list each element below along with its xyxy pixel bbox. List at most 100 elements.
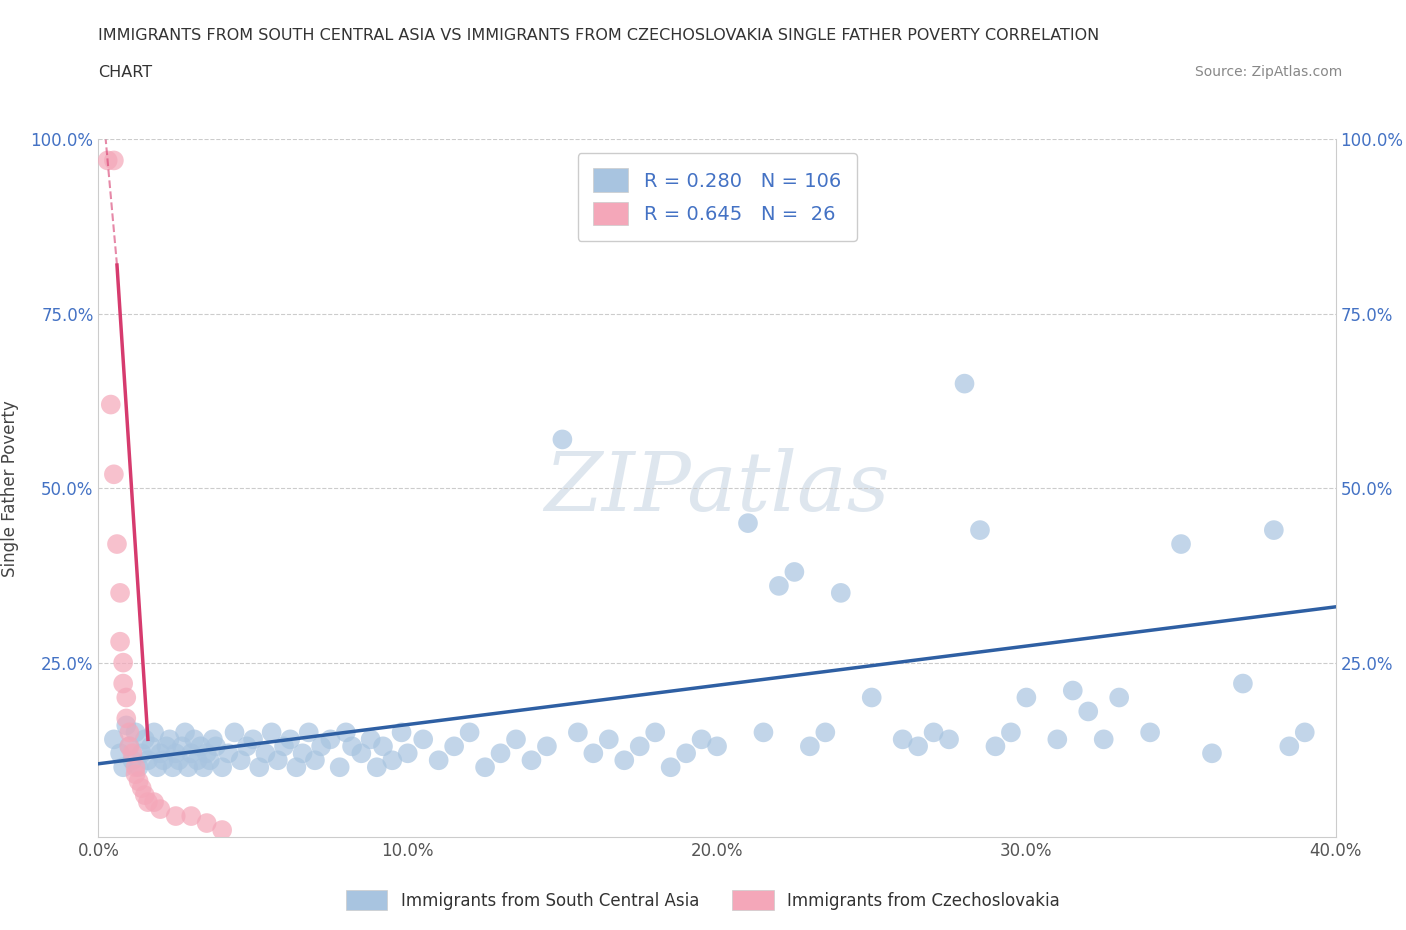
Point [412,732,434,747]
Point [205,738,228,753]
Point [149,802,172,817]
Point [103,732,125,747]
Point [1278,738,1301,753]
Point [134,788,156,803]
Point [1170,537,1192,551]
Point [458,725,481,740]
Point [1092,732,1115,747]
Point [907,738,929,753]
Point [118,738,141,753]
Point [118,738,141,753]
Point [103,153,125,168]
Point [830,586,852,601]
Point [291,746,314,761]
Point [391,725,413,740]
Point [224,725,246,740]
Point [969,523,991,538]
Point [124,760,146,775]
Point [613,753,636,768]
Point [505,732,527,747]
Point [298,725,321,740]
Point [598,732,620,747]
Point [396,746,419,761]
Point [217,746,239,761]
Point [350,746,373,761]
Point [198,753,221,768]
Point [247,760,270,775]
Point [582,746,605,761]
Text: IMMIGRANTS FROM SOUTH CENTRAL ASIA VS IMMIGRANTS FROM CZECHOSLOVAKIA SINGLE FATH: IMMIGRANTS FROM SOUTH CENTRAL ASIA VS IM… [98,28,1099,43]
Point [193,760,215,775]
Point [105,537,128,551]
Point [768,578,790,593]
Point [229,753,252,768]
Point [177,760,200,775]
Point [260,725,283,740]
Point [174,725,197,740]
Point [115,690,138,705]
Point [190,738,212,753]
Point [201,732,224,747]
Point [371,738,394,753]
Point [124,725,146,740]
Point [97,153,120,168]
Point [112,760,135,775]
Point [659,760,682,775]
Point [381,753,404,768]
Point [121,753,143,768]
Point [304,753,326,768]
Point [186,753,208,768]
Point [236,738,259,753]
Point [134,732,156,747]
Point [165,746,187,761]
Point [183,732,205,747]
Point [103,467,125,482]
Point [1294,725,1316,740]
Point [706,738,728,753]
Point [162,760,184,775]
Point [628,738,651,753]
Point [938,732,960,747]
Point [1062,683,1084,698]
Point [124,766,146,781]
Point [953,376,976,391]
Point [309,738,332,753]
Point [783,565,806,579]
Point [254,746,277,761]
Point [211,760,233,775]
Point [551,432,574,447]
Point [146,760,169,775]
Point [112,656,135,671]
Point [108,634,131,649]
Point [536,738,558,753]
Point [1000,725,1022,740]
Point [139,738,162,753]
Point [152,753,174,768]
Point [360,732,382,747]
Point [195,816,218,830]
Point [278,732,301,747]
Point [159,732,181,747]
Point [267,753,290,768]
Point [474,760,496,775]
Point [984,738,1007,753]
Point [108,746,131,761]
Point [675,746,697,761]
Point [520,753,543,768]
Point [319,732,342,747]
Point [644,725,666,740]
Point [1201,746,1223,761]
Point [1046,732,1069,747]
Point [799,738,821,753]
Point [100,397,122,412]
Text: ZIPatlas: ZIPatlas [544,448,890,528]
Point [180,746,202,761]
Point [108,586,131,601]
Point [273,738,295,753]
Text: CHART: CHART [98,65,152,80]
Point [443,738,465,753]
Point [155,738,177,753]
Point [242,732,264,747]
Point [118,725,141,740]
Point [1108,690,1130,705]
